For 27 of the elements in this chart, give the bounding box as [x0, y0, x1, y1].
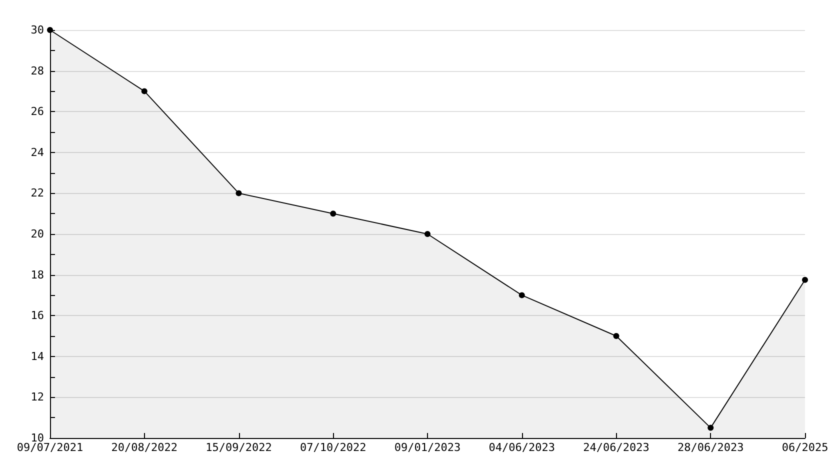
- x-tick-label: 09/01/2023: [394, 441, 461, 454]
- y-tick-label: 12: [30, 390, 44, 404]
- y-tick-label: 24: [30, 146, 44, 159]
- y-tick-label: 16: [30, 309, 44, 322]
- x-tick-label: 28/06/2023: [678, 441, 744, 454]
- y-tick-label: 30: [30, 24, 44, 36]
- point: [141, 88, 148, 94]
- point: [802, 276, 808, 283]
- point: [613, 333, 620, 339]
- x-tick-label: 06/2025: [782, 441, 828, 454]
- y-tick-label: 28: [30, 64, 44, 78]
- point: [708, 424, 714, 431]
- x-tick-label: 04/06/2023: [488, 441, 555, 454]
- x-tick-label: 24/06/2023: [583, 441, 650, 454]
- y-tick-label: 18: [30, 268, 44, 282]
- x-tick-label: 20/08/2022: [111, 441, 178, 454]
- point: [518, 292, 525, 298]
- y-tick-label: 26: [30, 105, 44, 118]
- point: [47, 27, 53, 33]
- point: [330, 210, 336, 217]
- x-tick-label: 07/10/2022: [300, 441, 366, 454]
- point: [424, 231, 430, 237]
- y-tick-label: 20: [30, 228, 44, 240]
- y-tick-label: 22: [30, 186, 44, 200]
- y-tick-label: 14: [30, 350, 44, 363]
- x-tick-label: 15/09/2022: [206, 441, 272, 454]
- point: [236, 190, 242, 196]
